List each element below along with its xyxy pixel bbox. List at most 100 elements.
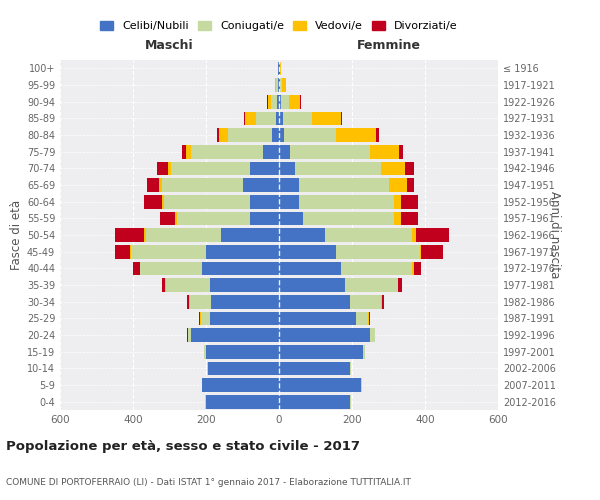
Bar (350, 362, 351, 375)
Bar (115, 245, 130, 258)
Bar (250, 212, 279, 225)
Bar (363, 345, 365, 358)
Bar (394, 212, 401, 225)
Bar (172, 162, 250, 175)
Bar (276, 78, 278, 92)
Bar (279, 95, 281, 108)
Bar (217, 128, 219, 142)
Bar (206, 395, 279, 408)
Bar (202, 262, 279, 275)
Bar (162, 278, 166, 292)
Bar (221, 228, 279, 242)
Bar (279, 378, 361, 392)
Bar (370, 145, 400, 158)
Bar (283, 112, 312, 125)
Bar (209, 278, 279, 292)
Bar (279, 262, 341, 275)
Bar (144, 228, 146, 242)
Bar (207, 362, 208, 375)
Bar (312, 112, 341, 125)
Bar (389, 178, 407, 192)
Bar (200, 312, 209, 325)
Bar (188, 328, 191, 342)
Bar (275, 78, 276, 92)
Bar (279, 295, 350, 308)
Bar (376, 128, 379, 142)
Bar (204, 345, 206, 358)
Bar (401, 212, 418, 225)
Bar (219, 128, 228, 142)
Bar (199, 312, 200, 325)
Text: Popolazione per età, sesso e stato civile - 2017: Popolazione per età, sesso e stato civil… (6, 440, 360, 453)
Bar (382, 295, 384, 308)
Bar (350, 295, 381, 308)
Bar (300, 95, 301, 108)
Bar (421, 245, 443, 258)
Bar (279, 362, 350, 375)
Bar (284, 128, 335, 142)
Bar (209, 312, 279, 325)
Bar (131, 245, 206, 258)
Bar (407, 178, 414, 192)
Bar (299, 178, 389, 192)
Bar (279, 328, 370, 342)
Bar (242, 178, 279, 192)
Bar (279, 112, 283, 125)
Bar (175, 212, 177, 225)
Bar (335, 245, 419, 258)
Bar (144, 195, 162, 208)
Bar (412, 262, 414, 275)
Text: Femmine: Femmine (356, 38, 421, 52)
Bar (279, 245, 335, 258)
Bar (369, 312, 370, 325)
Bar (279, 162, 295, 175)
Bar (186, 145, 191, 158)
Bar (202, 378, 279, 392)
Bar (341, 112, 342, 125)
Bar (272, 128, 279, 142)
Bar (263, 145, 279, 158)
Bar (279, 395, 350, 408)
Bar (341, 262, 412, 275)
Bar (245, 112, 256, 125)
Bar (279, 278, 344, 292)
Legend: Celibi/Nubili, Coniugati/e, Vedovi/e, Divorziati/e: Celibi/Nubili, Coniugati/e, Vedovi/e, Di… (96, 16, 462, 36)
Bar (208, 362, 279, 375)
Bar (335, 128, 376, 142)
Bar (177, 212, 250, 225)
Bar (290, 145, 370, 158)
Bar (416, 228, 449, 242)
Y-axis label: Fasce di età: Fasce di età (10, 200, 23, 270)
Bar (279, 145, 290, 158)
Bar (146, 228, 221, 242)
Bar (280, 78, 282, 92)
Bar (182, 145, 186, 158)
Bar (414, 262, 421, 275)
Bar (277, 95, 279, 108)
Bar (381, 162, 405, 175)
Bar (279, 228, 325, 242)
Bar (159, 178, 162, 192)
Bar (250, 195, 279, 208)
Bar (281, 95, 289, 108)
Bar (279, 345, 363, 358)
Bar (191, 328, 279, 342)
Bar (206, 245, 279, 258)
Text: COMUNE DI PORTOFERRAIO (LI) - Dati ISTAT 1° gennaio 2017 - Elaborazione TUTTITAL: COMUNE DI PORTOFERRAIO (LI) - Dati ISTAT… (6, 478, 411, 487)
Bar (279, 312, 356, 325)
Bar (279, 62, 280, 75)
Bar (190, 295, 211, 308)
Bar (115, 228, 144, 242)
Bar (344, 278, 398, 292)
Bar (356, 312, 368, 325)
Bar (279, 195, 299, 208)
Bar (268, 95, 271, 108)
Bar (164, 195, 250, 208)
Bar (350, 395, 351, 408)
Bar (401, 195, 418, 208)
Bar (325, 228, 412, 242)
Bar (299, 195, 394, 208)
Bar (412, 228, 416, 242)
Bar (162, 195, 164, 208)
Bar (267, 95, 268, 108)
